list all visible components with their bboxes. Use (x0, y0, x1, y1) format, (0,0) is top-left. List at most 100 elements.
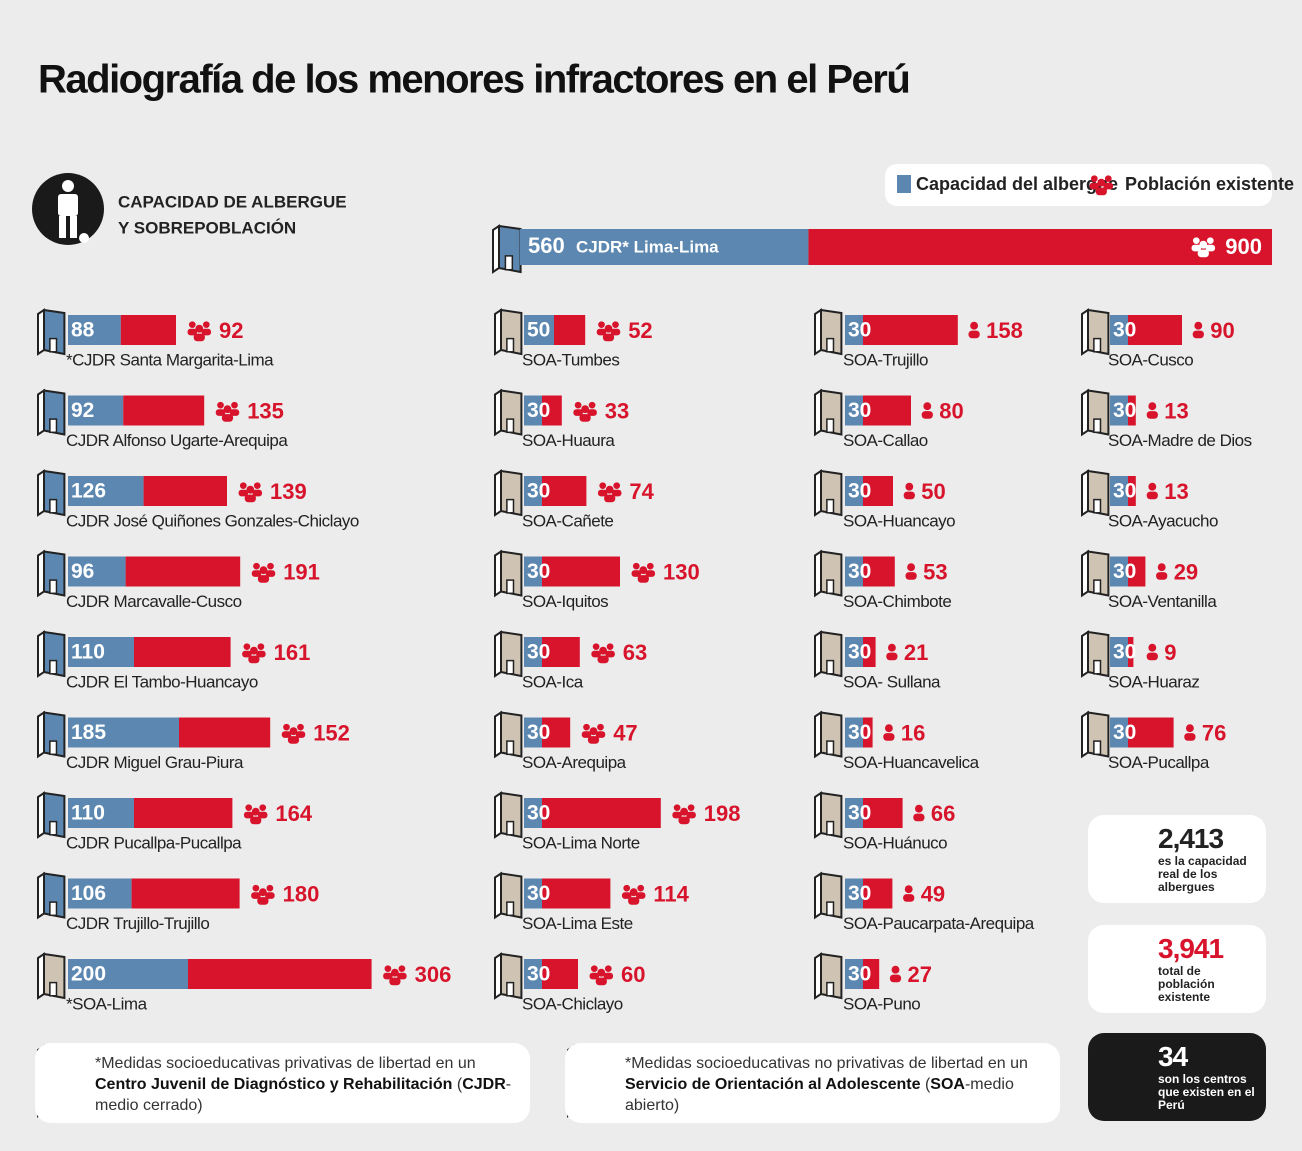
building-icon (494, 469, 523, 517)
summary-box: 2,413 es la capacidad real de los albergu… (1088, 815, 1266, 903)
population-bar (1128, 556, 1146, 587)
person-head (1157, 563, 1166, 572)
person-body (251, 892, 261, 899)
population-value: 191 (283, 559, 320, 584)
capacity-value: 30 (848, 882, 871, 905)
center-name: CJDR Alfonso Ugarte-Arequipa (66, 431, 288, 450)
note-part: CJDR (462, 1076, 506, 1093)
capacity-bar (1110, 315, 1128, 345)
person-icon (883, 724, 895, 741)
population-value: 52 (628, 318, 652, 343)
population-value: 161 (274, 640, 311, 665)
center-name: SOA-Huaura (522, 431, 615, 450)
building-icon (37, 308, 66, 356)
capacity-value: 50 (527, 319, 550, 342)
population-value: 60 (621, 962, 645, 987)
person-head (390, 968, 399, 977)
population-bar (863, 395, 911, 426)
building-icon (1081, 388, 1110, 437)
center-name: *CJDR Santa Margarita-Lima (66, 350, 274, 369)
person-head (606, 643, 614, 650)
building-front (500, 791, 523, 839)
population-bar (542, 717, 571, 748)
population-value: 49 (921, 881, 945, 906)
building-door (506, 901, 515, 917)
person-head (251, 807, 260, 816)
capacity-bar (845, 315, 863, 345)
person-body (1205, 244, 1216, 252)
person-body (250, 816, 262, 825)
person-body (1191, 244, 1202, 252)
summary-value: 34 (1158, 1041, 1188, 1072)
person-body (193, 333, 205, 342)
population-bar (1128, 717, 1174, 748)
group-icon (596, 321, 621, 342)
person-head (887, 643, 896, 652)
person-body (573, 409, 583, 416)
building-door (506, 418, 515, 434)
population-bar (131, 878, 240, 909)
population-value: 180 (283, 881, 320, 906)
section-label: Y SOBREPOBLACIÓN (118, 218, 296, 237)
building-front (1087, 630, 1110, 678)
building-icon (37, 791, 66, 839)
capacity-bar (1110, 395, 1128, 426)
population-bar (863, 637, 876, 667)
building-door (1093, 418, 1102, 434)
person-body (903, 491, 915, 500)
capacity-bar (845, 717, 863, 748)
person-icon (1146, 482, 1158, 500)
capacity-bar (524, 798, 542, 828)
building-icon (37, 469, 66, 517)
capacity-value: 30 (848, 963, 871, 986)
person-head (907, 563, 916, 572)
capacity-value: 106 (71, 882, 106, 905)
population-value: 90 (1210, 318, 1234, 343)
note-part: Centro Juvenil de Diagnóstico y Rehabili… (95, 1076, 453, 1093)
person-head (574, 401, 582, 409)
person-head (891, 965, 900, 974)
person-head (673, 804, 681, 811)
capacity-value: 30 (848, 560, 871, 583)
group-icon (1089, 175, 1114, 196)
building-door (504, 255, 514, 271)
person-body (1146, 491, 1158, 500)
building-door (506, 498, 515, 514)
building-icon (494, 630, 523, 678)
group-icon (589, 965, 614, 986)
population-bar (1128, 315, 1182, 345)
building-door (49, 579, 58, 595)
capacity-value: 30 (1113, 641, 1136, 664)
person-head (904, 885, 913, 894)
person-head (597, 723, 604, 731)
person-body (621, 892, 632, 899)
capacity-value: 30 (527, 480, 550, 503)
capacity-value: 30 (1113, 319, 1136, 342)
capacity-value: 30 (1113, 560, 1136, 583)
person-head (604, 965, 612, 972)
person-body (295, 731, 306, 738)
capacity-value: 110 (71, 641, 105, 664)
person-head (923, 402, 932, 411)
person-head (583, 723, 590, 731)
population-bar (134, 798, 233, 828)
building-icon (37, 630, 66, 678)
person-body (221, 414, 234, 422)
center-name: SOA-Huancavelica (843, 753, 980, 772)
building-door (826, 901, 835, 917)
capacity-bar (524, 395, 542, 426)
person-head (680, 807, 689, 816)
person-head (914, 804, 923, 813)
building-icon (494, 388, 523, 437)
person-body (1095, 187, 1107, 196)
person-head (1148, 482, 1157, 491)
person-body (605, 650, 615, 658)
population-value: 164 (275, 801, 312, 826)
capacity-value: 30 (848, 802, 871, 825)
population-value: 198 (704, 801, 741, 826)
building-door (826, 579, 835, 595)
person-head (599, 482, 607, 489)
capacity-bar (68, 637, 134, 667)
person-body (229, 409, 240, 416)
building-front (43, 389, 66, 436)
